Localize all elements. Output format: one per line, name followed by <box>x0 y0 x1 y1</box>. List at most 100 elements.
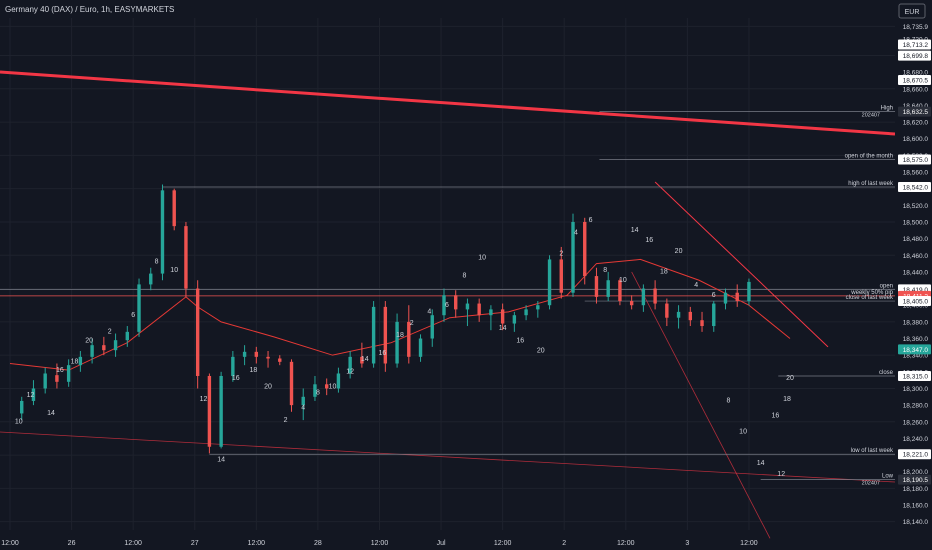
wave-label: 4 <box>694 282 698 289</box>
wave-label: 20 <box>85 338 93 345</box>
chart-title: Germany 40 (DAX) / Euro, 1h, EASYMARKETS <box>5 5 174 14</box>
wave-label: 4 <box>301 404 305 411</box>
candle-body <box>700 320 704 327</box>
candle-body <box>102 345 106 351</box>
candle-body <box>172 190 176 227</box>
candle-body <box>735 292 739 302</box>
wave-label: 2 <box>559 250 563 257</box>
currency-button[interactable] <box>898 3 926 19</box>
wave-label: 14 <box>217 457 225 464</box>
price-tick-label: 18,680.0 <box>903 70 929 77</box>
level-name: high of last week <box>848 181 894 187</box>
candle-body <box>512 315 517 324</box>
candle-body <box>289 361 294 406</box>
candle-body <box>676 311 681 318</box>
candle-body <box>641 288 646 306</box>
wave-label: 18 <box>249 367 257 374</box>
price-tag <box>898 182 931 193</box>
candle-body <box>536 305 540 310</box>
candle-body <box>55 375 59 382</box>
candle-body <box>137 284 141 332</box>
candle-body <box>489 309 493 316</box>
candle-body <box>618 280 622 302</box>
candle-body <box>524 309 528 316</box>
wave-label: 14 <box>47 410 55 417</box>
wave-label: 8 <box>155 259 159 266</box>
candles <box>20 184 751 454</box>
candle-body <box>606 280 610 297</box>
candle-body <box>465 303 470 310</box>
wave-label: 20 <box>537 348 545 355</box>
price-axis[interactable]: 18,140.018,160.018,180.018,200.018,220.0… <box>895 0 932 550</box>
wave-label: 6 <box>712 292 716 299</box>
level-name: weekly 50% pip <box>850 290 893 296</box>
price-tag <box>898 474 931 485</box>
wave-label: 10 <box>15 418 23 425</box>
wave-label: 10 <box>478 254 486 261</box>
time-tick-label: 12:00 <box>248 540 266 547</box>
candle-body <box>653 288 657 304</box>
time-tick-label: 2 <box>562 540 566 547</box>
candle-body <box>371 306 376 364</box>
price-tag-label: 18,347.0 <box>903 347 929 354</box>
candle-body <box>477 303 481 316</box>
price-tick-label: 18,280.0 <box>903 403 929 410</box>
candle-body <box>336 373 341 389</box>
wave-label: 6 <box>131 312 135 319</box>
wave-label: 20 <box>786 375 794 382</box>
wave-label: 16 <box>232 375 240 382</box>
candle-body <box>395 321 399 364</box>
wave-label: 16 <box>379 350 387 357</box>
level-name: open of the month <box>845 154 893 160</box>
candle-body <box>723 292 728 304</box>
price-tag-label: 18,190.5 <box>903 477 929 484</box>
candle-body <box>454 295 458 310</box>
price-tick-label: 18,600.0 <box>903 136 929 143</box>
time-axis[interactable]: 12:00 26 12:00 27 12:00 28 12:00 Jul 12:00 2 12:00… <box>1 540 758 547</box>
moving-average <box>9 258 791 371</box>
level-name: Low <box>882 474 894 480</box>
wave-label: 18 <box>71 358 79 365</box>
price-tag <box>898 344 931 355</box>
candle-body <box>78 356 83 366</box>
price-tag <box>898 296 931 307</box>
wave-label: 10 <box>619 277 627 284</box>
wave-label: 2 <box>108 329 112 336</box>
price-tag <box>898 106 931 117</box>
price-tag-label: 18,542.0 <box>903 185 929 192</box>
price-tag <box>898 370 931 381</box>
candle-body <box>160 190 165 274</box>
wave-label: 2 <box>284 417 288 424</box>
time-tick-label: 12:00 <box>371 540 389 547</box>
price-tick-label: 18,620.0 <box>903 120 929 127</box>
price-tick-label: 18,180.0 <box>903 486 929 493</box>
candle-body <box>43 373 47 389</box>
candle-body <box>360 356 364 364</box>
price-tick-label: 18,560.0 <box>903 170 929 177</box>
candle-body <box>594 276 599 297</box>
time-tick-label: 26 <box>68 540 76 547</box>
wave-label: 16 <box>56 367 64 374</box>
wave-label: 14 <box>499 325 507 332</box>
price-tag <box>898 75 931 86</box>
candle-body <box>184 226 188 289</box>
candle-body <box>313 384 317 397</box>
candle-body <box>207 375 212 447</box>
candle-body <box>559 259 563 293</box>
candle-body <box>407 321 411 357</box>
candle-body <box>571 221 575 293</box>
price-tag-label: 18,713.2 <box>903 42 929 49</box>
price-tick-label: 18,660.0 <box>903 86 929 93</box>
candle-body <box>547 259 552 306</box>
wave-label: 20 <box>675 248 683 255</box>
wave-label: 16 <box>516 338 524 345</box>
candle-body <box>149 273 153 285</box>
price-tag-label: 18,632.5 <box>903 109 929 116</box>
main-trendline <box>0 70 896 136</box>
price-tick-label: 18,520.0 <box>903 203 929 210</box>
price-tick-label: 18,360.0 <box>903 336 929 343</box>
wave-label: 12 <box>200 396 208 403</box>
